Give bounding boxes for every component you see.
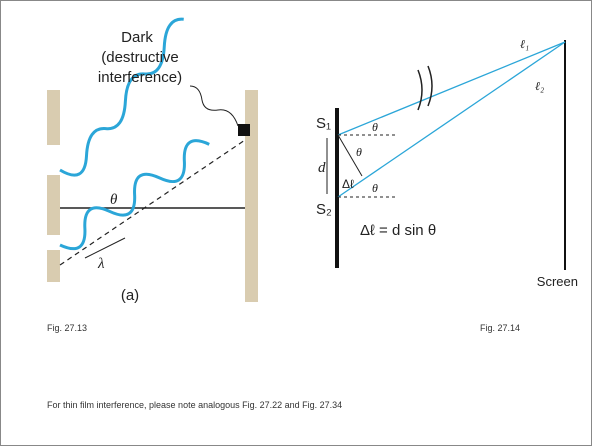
label: θ — [110, 192, 118, 208]
ray — [337, 41, 566, 136]
label: (destructive — [101, 49, 179, 66]
break-mark — [417, 65, 433, 111]
label: Dark — [121, 29, 153, 46]
screen-wall — [245, 90, 258, 302]
label: θ — [372, 120, 378, 134]
wavelength-marker — [84, 237, 126, 259]
label: S₁ — [316, 115, 331, 132]
label: (a) — [121, 287, 139, 304]
equation: Δℓ = d sin θ — [360, 222, 436, 239]
label: S₂ — [316, 201, 332, 218]
label: θ — [372, 181, 378, 195]
wave — [59, 139, 210, 251]
slit-wall — [47, 90, 60, 145]
dashed-line — [59, 139, 246, 266]
wave — [59, 17, 184, 177]
figure-a: Dark (destructive interference) θ λ (a) — [47, 17, 258, 304]
caption: Fig. 27.13 — [47, 323, 87, 333]
slit-wall — [47, 175, 60, 235]
label: λ — [97, 256, 105, 272]
label: interference) — [98, 69, 182, 86]
pointer — [189, 85, 239, 127]
perpendicular — [337, 134, 363, 177]
label: ℓ₁ — [520, 37, 529, 51]
dark-spot — [238, 124, 250, 136]
figure-b: S₁ S₂ d θ θ θ Δℓ ℓ₁ ℓ₂ Δℓ = d sin θ Scre… — [316, 37, 578, 289]
label: Δℓ — [342, 177, 354, 191]
caption: Fig. 27.14 — [480, 323, 520, 333]
ray — [337, 41, 566, 198]
label: Screen — [537, 274, 578, 289]
note: For thin film interference, please note … — [47, 400, 342, 410]
slit-wall — [47, 250, 60, 282]
label: d — [318, 160, 326, 176]
label: θ — [356, 145, 362, 159]
label: ℓ₂ — [535, 79, 544, 93]
